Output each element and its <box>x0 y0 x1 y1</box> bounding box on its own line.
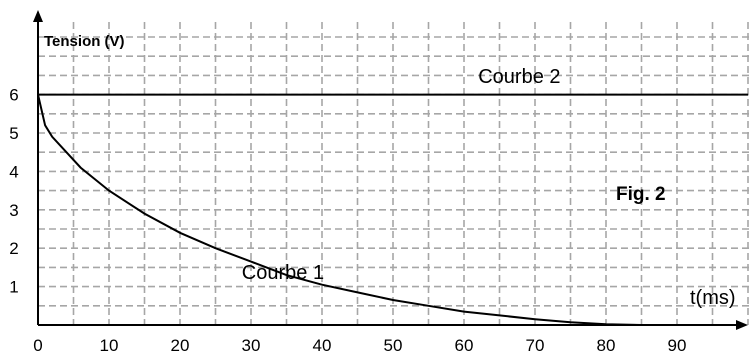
x-tick-label: 20 <box>171 336 190 354</box>
x-tick-label: 0 <box>33 336 42 354</box>
x-axis-label: t(ms) <box>690 287 736 309</box>
figure-label: Fig. 2 <box>616 184 666 205</box>
y-axis-arrow <box>33 10 43 22</box>
x-tick-label: 90 <box>668 336 687 354</box>
x-tick-label: 50 <box>384 336 403 354</box>
series-label-courbe-2: Courbe 2 <box>478 66 560 88</box>
x-tick-label: 10 <box>100 336 119 354</box>
y-axis-label: Tension (V) <box>44 33 125 50</box>
x-axis-arrow <box>736 320 748 330</box>
y-tick-label: 5 <box>9 124 18 143</box>
x-tick-label: 80 <box>597 336 616 354</box>
y-tick-label: 1 <box>9 278 18 297</box>
x-tick-labels: 0 10 20 30 40 50 60 70 80 90 <box>33 336 686 354</box>
grid <box>38 22 751 325</box>
x-tick-label: 40 <box>313 336 332 354</box>
series-line-1 <box>37 94 670 326</box>
y-tick-label: 6 <box>9 86 18 105</box>
y-tick-label: 3 <box>9 201 18 220</box>
series-label-courbe-1: Courbe 1 <box>242 262 324 284</box>
y-tick-label: 4 <box>9 162 18 181</box>
x-tick-label: 60 <box>455 336 474 354</box>
y-tick-labels: 1 2 3 4 5 6 <box>9 86 18 297</box>
curves: Courbe 1 Courbe 2 <box>37 66 748 326</box>
y-tick-label: 2 <box>9 239 18 258</box>
x-tick-label: 30 <box>242 336 261 354</box>
x-tick-label: 70 <box>526 336 545 354</box>
